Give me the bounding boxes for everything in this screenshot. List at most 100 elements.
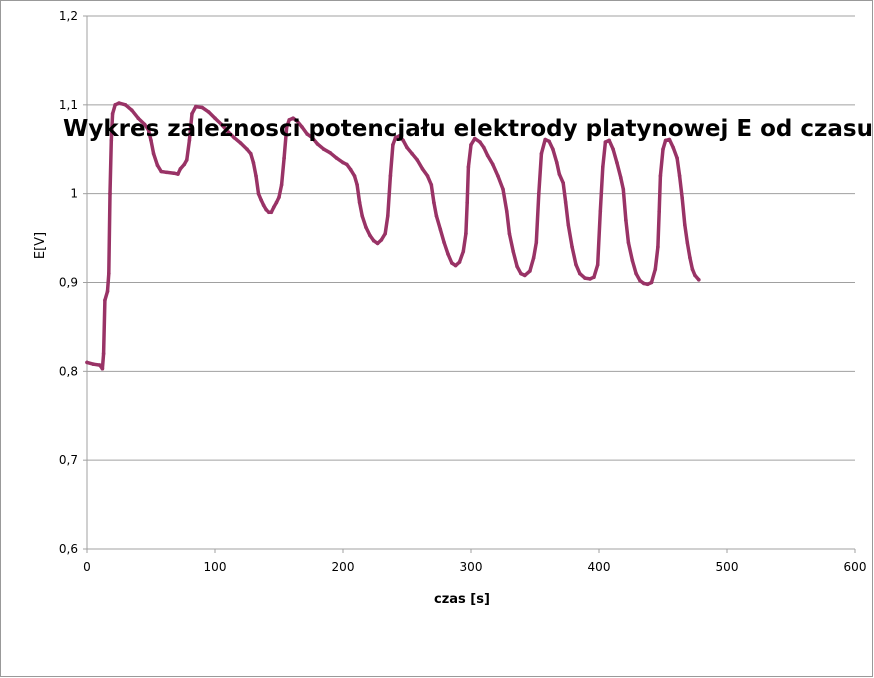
data-point bbox=[653, 267, 658, 272]
data-point bbox=[282, 156, 286, 160]
data-point bbox=[277, 195, 281, 199]
data-point bbox=[305, 132, 310, 136]
data-point bbox=[473, 136, 477, 141]
data-point bbox=[259, 198, 263, 202]
data-point bbox=[269, 210, 274, 215]
data-point bbox=[578, 271, 582, 276]
data-point bbox=[482, 145, 486, 150]
data-point bbox=[375, 241, 380, 246]
x-tick-label: 400 bbox=[588, 560, 611, 574]
data-point bbox=[434, 214, 439, 218]
data-point bbox=[146, 127, 151, 132]
data-point bbox=[630, 258, 635, 263]
data-point bbox=[182, 162, 187, 167]
data-point bbox=[113, 103, 117, 107]
data-point bbox=[355, 183, 359, 187]
data-point bbox=[515, 264, 519, 269]
data-point bbox=[671, 145, 675, 150]
data-point bbox=[264, 207, 269, 212]
data-point bbox=[334, 156, 339, 160]
y-tick-labels: 0,6 0,7 0,8 0,9 1 1,1 1,2 bbox=[59, 9, 78, 556]
data-point bbox=[657, 209, 661, 214]
data-point bbox=[642, 281, 646, 286]
y-axis-label: E[V] bbox=[33, 231, 49, 260]
x-tick-label: 0 bbox=[83, 560, 91, 574]
data-point bbox=[511, 249, 515, 254]
data-point bbox=[364, 225, 368, 230]
data-point bbox=[420, 167, 425, 171]
data-point bbox=[164, 170, 169, 175]
data-point bbox=[261, 203, 266, 207]
data-point bbox=[543, 137, 547, 142]
data-point bbox=[457, 260, 462, 264]
data-point bbox=[528, 269, 532, 273]
data-point bbox=[667, 137, 672, 142]
data-point bbox=[200, 105, 204, 110]
data-point bbox=[110, 111, 115, 116]
x-tick-labels: 0 100 200 300 400 500 600 bbox=[83, 560, 866, 574]
data-point bbox=[103, 298, 107, 303]
data-point bbox=[251, 160, 256, 165]
data-point bbox=[656, 245, 660, 249]
data-point bbox=[85, 360, 89, 365]
data-point bbox=[464, 231, 468, 236]
y-tick-label: 0,6 bbox=[59, 542, 78, 556]
data-point bbox=[238, 141, 243, 145]
data-point bbox=[405, 145, 409, 150]
data-point bbox=[117, 101, 121, 105]
data-point bbox=[539, 151, 544, 156]
data-point bbox=[561, 181, 565, 185]
data-point bbox=[187, 138, 192, 143]
data-point bbox=[649, 280, 654, 285]
data-point bbox=[469, 143, 473, 147]
data-point bbox=[371, 238, 376, 243]
x-tick-label: 100 bbox=[204, 560, 227, 574]
data-point bbox=[555, 160, 559, 165]
y-tick-label: 0,8 bbox=[59, 364, 78, 378]
data-point bbox=[645, 282, 650, 287]
data-point bbox=[123, 103, 128, 107]
x-tick-label: 500 bbox=[716, 560, 739, 574]
data-point bbox=[206, 110, 211, 114]
x-tick-label: 200 bbox=[332, 560, 355, 574]
x-tick-label: 300 bbox=[460, 560, 483, 574]
data-point bbox=[574, 262, 578, 267]
data-point bbox=[683, 223, 687, 227]
data-point bbox=[603, 140, 608, 144]
data-point bbox=[219, 122, 224, 127]
data-point bbox=[348, 167, 353, 172]
data-point bbox=[388, 174, 393, 178]
data-point bbox=[100, 366, 105, 371]
data-point bbox=[491, 162, 495, 167]
data-point bbox=[425, 174, 430, 178]
data-point bbox=[194, 104, 198, 109]
data-point bbox=[598, 209, 603, 214]
data-point bbox=[345, 162, 349, 167]
data-point bbox=[638, 278, 642, 283]
data-point bbox=[688, 255, 692, 260]
data-point bbox=[287, 118, 292, 122]
data-point bbox=[176, 172, 180, 176]
data-point bbox=[601, 165, 605, 169]
data-point bbox=[322, 147, 326, 151]
axes bbox=[83, 15, 856, 553]
data-point bbox=[607, 138, 611, 143]
data-point bbox=[279, 183, 284, 187]
data-point bbox=[108, 191, 112, 196]
data-point bbox=[393, 135, 398, 140]
data-point bbox=[615, 160, 619, 165]
x-axis-label: czas [s] bbox=[434, 592, 490, 607]
data-point bbox=[537, 191, 541, 196]
data-point bbox=[496, 174, 500, 178]
data-point bbox=[401, 138, 406, 143]
data-point bbox=[583, 276, 587, 280]
data-point bbox=[328, 151, 333, 155]
data-point bbox=[98, 363, 102, 367]
data-point bbox=[685, 240, 690, 245]
data-point bbox=[619, 175, 623, 180]
data-point bbox=[379, 238, 384, 242]
data-point bbox=[570, 245, 574, 249]
series-group bbox=[85, 101, 701, 371]
